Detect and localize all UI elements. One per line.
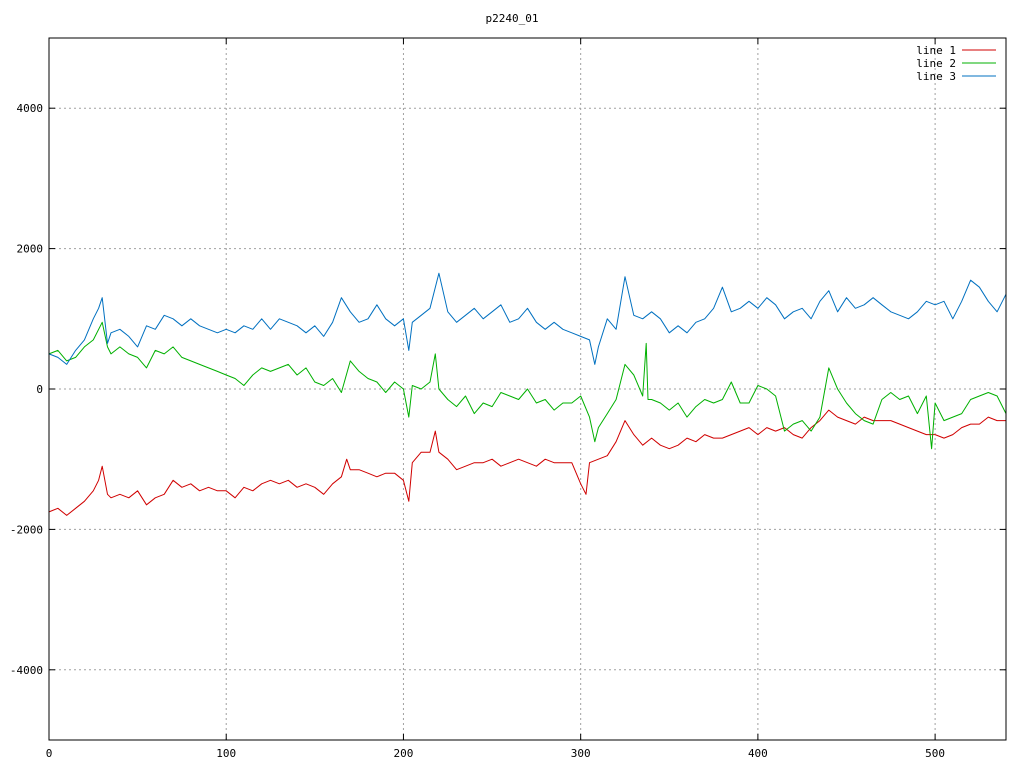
x-tick-label: 0 bbox=[46, 747, 53, 760]
legend-label-1: line 1 bbox=[916, 44, 956, 57]
series-line-1 bbox=[48, 409, 1006, 516]
x-tick-label: 500 bbox=[925, 747, 945, 760]
x-tick-label: 400 bbox=[748, 747, 768, 760]
y-tick-label: -4000 bbox=[10, 664, 43, 677]
plot-frame bbox=[48, 37, 1007, 741]
y-tick-label: 4000 bbox=[17, 102, 44, 115]
y-tick-label: -2000 bbox=[10, 523, 43, 536]
series-group bbox=[48, 272, 1007, 516]
series-line-3 bbox=[48, 272, 1007, 365]
chart-title: p2240_01 bbox=[486, 12, 539, 25]
y-tick-label: 2000 bbox=[17, 243, 44, 256]
grid bbox=[49, 38, 1006, 740]
axis-ticks: 0 100 200 300 400 500 -4000 -2000 0 2000 4000 bbox=[10, 38, 1006, 760]
series-line-2 bbox=[48, 321, 1007, 450]
x-tick-label: 100 bbox=[216, 747, 236, 760]
x-tick-label: 300 bbox=[571, 747, 591, 760]
x-tick-label: 200 bbox=[394, 747, 414, 760]
y-tick-label: 0 bbox=[36, 383, 43, 396]
legend-label-3: line 3 bbox=[916, 70, 956, 83]
legend-label-2: line 2 bbox=[916, 57, 956, 70]
